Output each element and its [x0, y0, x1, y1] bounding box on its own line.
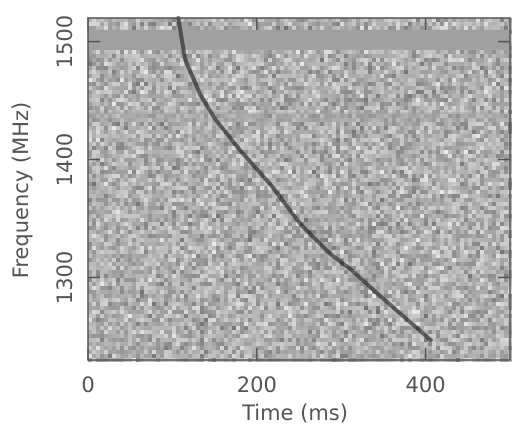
- y-tick-label: 1500: [53, 15, 77, 68]
- x-axis-label: Time (ms): [241, 401, 348, 425]
- x-tick-label: 400: [406, 373, 446, 397]
- y-axis-label: Frequency (MHz): [9, 102, 33, 278]
- masked-row: [88, 30, 510, 50]
- x-tick-label: 200: [237, 373, 277, 397]
- noise-background: [88, 18, 512, 362]
- masked-row: [88, 112, 510, 121]
- x-tick-label: 0: [81, 373, 94, 397]
- y-tick-label: 1400: [53, 133, 77, 186]
- y-tick-label: 1300: [53, 251, 77, 304]
